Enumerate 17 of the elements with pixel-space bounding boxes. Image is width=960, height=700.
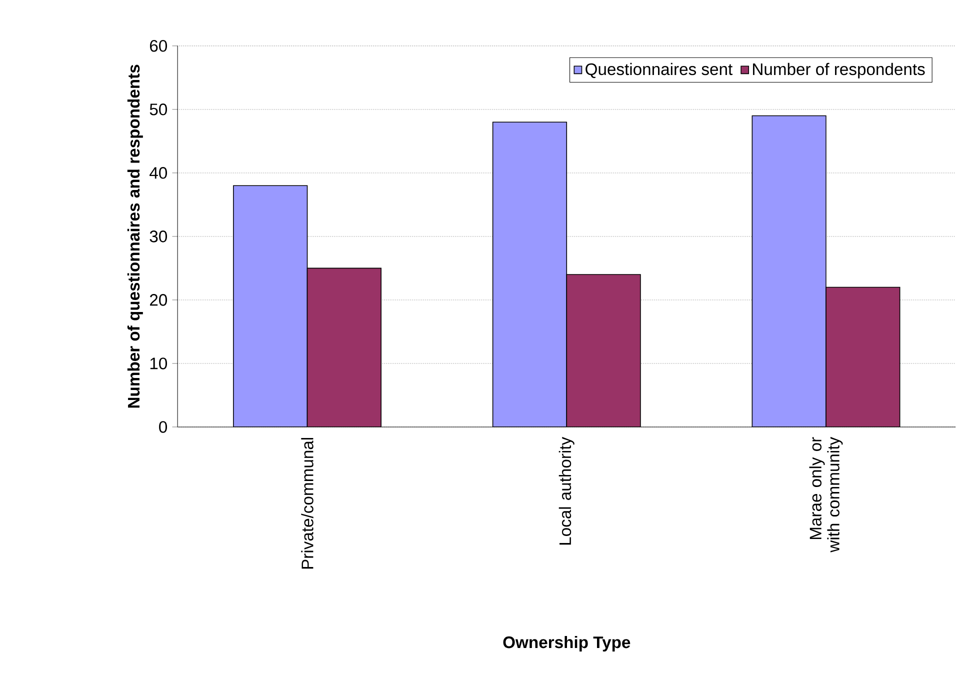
y-tick-label: 50 [150, 103, 168, 116]
y-tick-label: 0 [159, 420, 168, 433]
bar [566, 274, 641, 427]
x-tick-label: Local authority [558, 436, 574, 544]
legend-label: Questionnaires sent [586, 62, 733, 78]
y-tick-label: 30 [150, 230, 168, 242]
y-tick-label: 60 [150, 40, 168, 52]
y-tick-label: 40 [150, 166, 168, 179]
y-tick-label: 20 [150, 294, 168, 306]
bar [306, 268, 382, 427]
legend-label: Number of respondents [753, 62, 925, 78]
x-tick-label: Private/communal [301, 438, 314, 568]
y-axis-title: Number of questionnaires and respondents [127, 64, 143, 408]
x-tick-label: Marae only or with community [809, 436, 843, 552]
x-axis-title: Ownership Type [503, 636, 630, 652]
bar [826, 286, 900, 427]
y-tick-label: 10 [150, 357, 168, 370]
